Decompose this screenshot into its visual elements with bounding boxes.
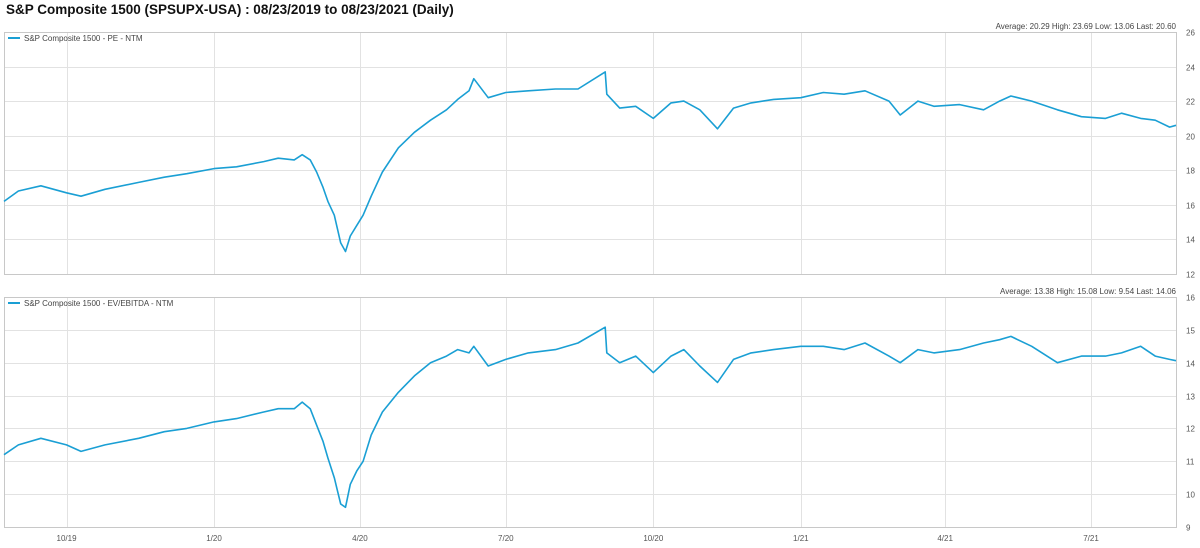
x-tick-label: 10/19 [57,534,78,543]
y-tick-label: 13 [1186,393,1195,402]
y-tick-label: 16 [1186,294,1195,303]
chart-title: S&P Composite 1500 (SPSUPX-USA) : 08/23/… [6,2,454,17]
y-tick-label: 14 [1186,360,1195,369]
y-tick-label: 10 [1186,491,1195,500]
y-tick-label: 12 [1186,271,1195,280]
y-tick-label: 24 [1186,64,1195,73]
y-tick-label: 20 [1186,133,1195,142]
series-line [3,71,1177,253]
y-tick-label: 14 [1186,236,1195,245]
x-tick-label: 4/21 [937,534,953,543]
plot-frame [4,32,1177,275]
x-tick-label: 1/21 [793,534,809,543]
stats-label: Average: 13.38 High: 15.08 Low: 9.54 Las… [1000,287,1177,296]
stats-label: Average: 20.29 High: 23.69 Low: 13.06 La… [996,22,1177,31]
plot-frame [4,297,1177,528]
series-line [3,326,1177,509]
y-tick-label: 15 [1186,327,1195,336]
legend-label: S&P Composite 1500 - PE - NTM [24,34,143,43]
legend-label: S&P Composite 1500 - EV/EBITDA - NTM [24,299,174,308]
panel-1: 12 14 16 18 20 22 24 26 S&P Composite 1500 - PE … [3,22,1195,280]
x-axis: 10/19 1/20 4/20 7/20 10/20 1/21 4/21 7/21 [57,534,1100,543]
x-tick-label: 4/20 [352,534,368,543]
y-tick-label: 12 [1186,425,1195,434]
x-tick-label: 7/21 [1083,534,1099,543]
x-tick-label: 10/20 [643,534,664,543]
chart-panels: 12 14 16 18 20 22 24 26 S&P Composite 1500 - PE … [3,22,1195,533]
x-tick-label: 1/20 [206,534,222,543]
y-tick-label: 11 [1186,458,1195,467]
panel-2: 9 10 11 12 13 14 15 16 S&P Composite 1500 - EV/E… [3,287,1195,533]
y-tick-label: 26 [1186,29,1195,38]
y-tick-label: 22 [1186,98,1195,107]
y-tick-label: 16 [1186,202,1195,211]
y-tick-label: 9 [1186,524,1191,533]
x-tick-label: 7/20 [498,534,514,543]
y-tick-label: 18 [1186,167,1195,176]
